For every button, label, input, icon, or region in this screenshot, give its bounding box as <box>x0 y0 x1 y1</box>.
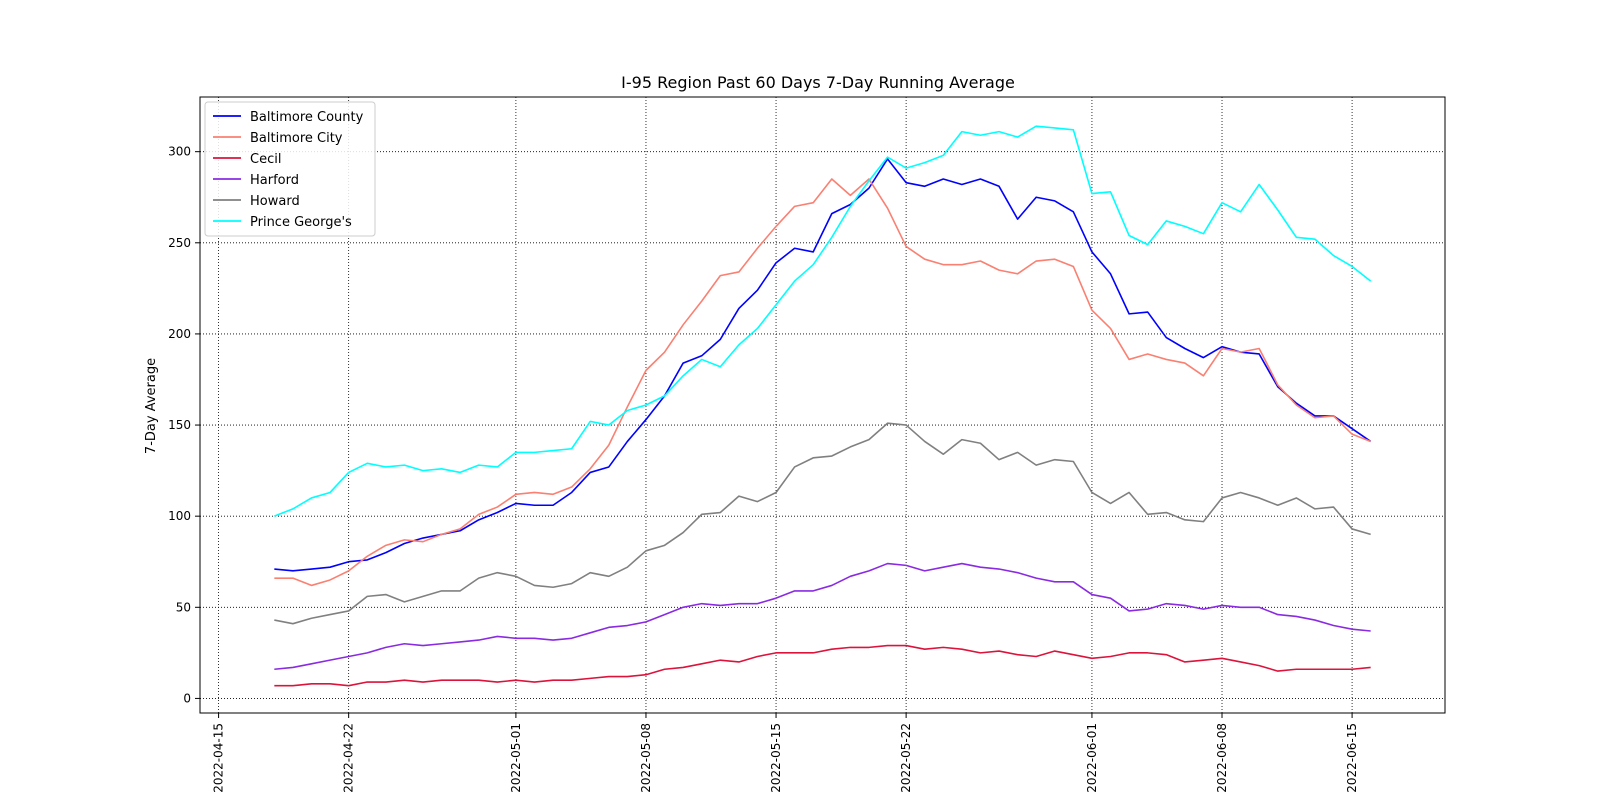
x-tick-label: 2022-05-08 <box>639 723 653 793</box>
x-tick-label: 2022-04-15 <box>212 723 226 793</box>
grid <box>200 97 1445 713</box>
series-lines <box>274 125 1372 687</box>
legend: Baltimore County Baltimore City Cecil Harfo… <box>204 101 376 237</box>
x-tick-label: 2022-04-22 <box>342 723 356 793</box>
y-tick-label: 50 <box>176 600 191 614</box>
x-tick-label: 2022-05-22 <box>899 723 913 793</box>
series-line-cecil <box>274 644 1371 687</box>
legend-label: Cecil <box>250 152 281 167</box>
series-line-harford <box>274 562 1371 671</box>
legend-label: Harford <box>250 173 299 188</box>
y-axis-label: 7-Day Average <box>144 358 159 454</box>
y-tick-label: 150 <box>168 418 191 432</box>
legend-label: Howard <box>250 194 300 209</box>
legend-box <box>204 101 376 237</box>
y-tick-label: 250 <box>168 236 191 250</box>
x-tick-label: 2022-05-01 <box>509 723 523 793</box>
series-line-howard <box>274 422 1371 625</box>
x-tick-label: 2022-06-08 <box>1215 723 1229 793</box>
legend-label: Prince George's <box>250 215 352 230</box>
series-line-baltimore-county <box>274 158 1372 572</box>
y-tick-label: 100 <box>168 509 191 523</box>
chart-title: I-95 Region Past 60 Days 7-Day Running A… <box>621 73 1015 92</box>
legend-label: Baltimore City <box>250 131 343 146</box>
axis-ticks: 2022-04-15 2022-04-22 2022-05-01 2022-05-08… <box>168 145 1359 793</box>
y-tick-label: 0 <box>183 691 191 705</box>
plot-frame <box>199 96 1446 714</box>
legend-label: Baltimore County <box>250 110 364 125</box>
series-line-baltimore-city <box>274 178 1371 587</box>
x-tick-label: 2022-06-15 <box>1345 723 1359 793</box>
x-tick-label: 2022-05-15 <box>769 723 783 793</box>
y-tick-label: 300 <box>168 145 191 159</box>
series-line-prince-george-s <box>274 125 1372 517</box>
x-tick-label: 2022-06-01 <box>1085 723 1099 793</box>
y-tick-label: 200 <box>168 327 191 341</box>
